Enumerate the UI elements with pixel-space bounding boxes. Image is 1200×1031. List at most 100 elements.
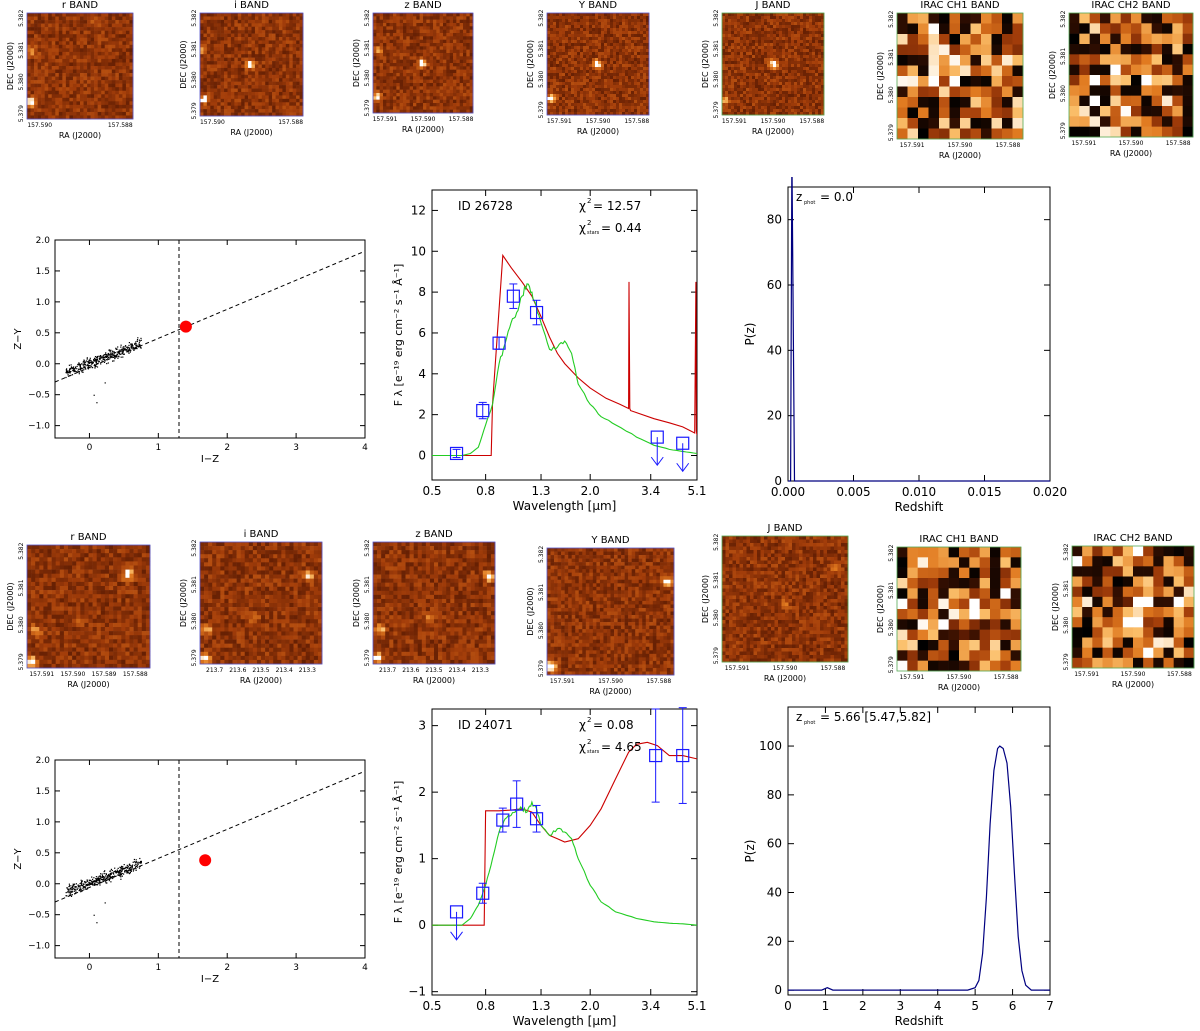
- cutout-pixel: [469, 93, 474, 97]
- cutout-pixel: [386, 76, 390, 80]
- cutout-pixel: [244, 81, 249, 86]
- cutout-pixel: [409, 73, 414, 77]
- cutout-pixel: [619, 46, 623, 50]
- cutout-pixel: [393, 39, 397, 44]
- cutout-pixel: [758, 67, 762, 71]
- cutout-pixel: [251, 91, 256, 96]
- cutout-pixel: [30, 16, 35, 21]
- cutout-pixel: [393, 43, 397, 47]
- cutout-pixel: [752, 64, 756, 68]
- cutout-pixel: [728, 79, 732, 83]
- cutout-pixel: [48, 97, 53, 102]
- cutout-pixel: [634, 94, 638, 98]
- cutout-pixel: [373, 76, 377, 80]
- cutout-pixel: [818, 88, 822, 92]
- cutout-pixel: [643, 58, 647, 62]
- cutout-pixel: [601, 94, 605, 98]
- cutout-pixel: [643, 64, 647, 68]
- cutout-pixel: [101, 48, 106, 53]
- cutout-pixel: [469, 76, 474, 80]
- cutout-pixel: [97, 51, 102, 56]
- cutout-pixel: [261, 43, 266, 48]
- cutout-pixel: [631, 70, 635, 74]
- cutout-pixel: [731, 34, 735, 38]
- cutout-pixel: [722, 100, 726, 104]
- cutout-pixel: [234, 98, 239, 103]
- cutout-pixel: [613, 76, 617, 80]
- cutout-pixel: [396, 23, 400, 27]
- cutout-pixel: [550, 40, 554, 44]
- cutout-pixel: [800, 82, 804, 86]
- cutout-pixel: [413, 43, 417, 47]
- cutout-pixel: [396, 49, 400, 54]
- cutout-pixel: [268, 109, 273, 113]
- cutout-pixel: [213, 98, 218, 103]
- cutout-pixel: [577, 46, 581, 50]
- cutout-pixel: [48, 101, 53, 106]
- cutout-pixel: [722, 79, 726, 83]
- cutout-pixel: [625, 64, 629, 68]
- cutout-pixel: [41, 27, 45, 31]
- cutout-pixel: [383, 76, 387, 80]
- cutout-pixel: [466, 26, 470, 30]
- cutout-pixel: [755, 28, 759, 32]
- cutout-pixel: [234, 105, 239, 110]
- cutout-pixel: [429, 109, 434, 114]
- cutout-pixel: [553, 76, 557, 80]
- cutout-pixel: [728, 46, 732, 50]
- cutout-pixel: [631, 43, 635, 47]
- cutout-pixel: [565, 85, 569, 89]
- cutout-pixel: [806, 70, 810, 74]
- cutout-ylabel: DEC (J2000): [352, 39, 361, 87]
- cutout-pixel: [118, 90, 123, 95]
- cutout-pixel: [72, 48, 77, 53]
- cutout-pixel: [601, 103, 605, 107]
- cutout-pixel: [446, 43, 450, 47]
- cutout-pixel: [785, 37, 789, 41]
- cutout-pixel: [758, 28, 762, 32]
- cutout-pixel: [258, 57, 263, 62]
- cutout-pixel: [416, 63, 420, 67]
- cutout-pixel: [58, 27, 63, 31]
- cutout-pixel: [244, 91, 249, 96]
- cutout-pixel: [200, 88, 204, 93]
- cutout-pixel: [122, 27, 127, 31]
- cutout-pixel: [285, 19, 290, 24]
- cutout-pixel: [547, 100, 551, 104]
- cutout-pixel: [806, 61, 810, 65]
- cutout-pixel: [565, 46, 569, 50]
- cutout-pixel: [743, 37, 747, 41]
- cutout-pixel: [574, 19, 578, 23]
- cutout-pixel: [383, 93, 387, 97]
- cutout-pixel: [220, 50, 225, 55]
- cutout-pixel: [413, 56, 417, 60]
- cutout-pixel: [389, 26, 394, 30]
- cutout-pixel: [728, 67, 732, 71]
- cutout-pixel: [217, 74, 221, 79]
- cutout-pixel: [794, 85, 798, 89]
- cutout-pixel: [812, 34, 816, 38]
- cutout-pixel: [224, 109, 228, 113]
- cutout-pixel: [740, 34, 744, 38]
- cutout-pixel: [436, 43, 440, 47]
- cutout-pixel: [722, 16, 726, 20]
- cutout-pixel: [423, 53, 427, 57]
- cutout-pixel: [634, 34, 638, 38]
- cutout-pixel: [55, 27, 60, 31]
- cutout-pixel: [220, 95, 225, 100]
- cutout-pixel: [230, 40, 235, 45]
- cutout-pixel: [547, 43, 551, 47]
- cutout-pixel: [108, 90, 113, 95]
- cutout-pixel: [568, 91, 572, 95]
- cutout-pixel: [104, 41, 109, 46]
- cutout-pixel: [634, 64, 638, 68]
- cutout-pixel: [616, 19, 620, 23]
- cutout-pixel: [248, 74, 252, 79]
- cutout-pixel: [607, 112, 611, 116]
- cutout-pixel: [69, 80, 74, 84]
- cutout-pixel: [809, 19, 813, 23]
- cutout-pixel: [616, 73, 620, 77]
- cutout-pixel: [446, 56, 450, 60]
- cutout-pixel: [413, 103, 417, 107]
- cutout-pixel: [767, 31, 771, 35]
